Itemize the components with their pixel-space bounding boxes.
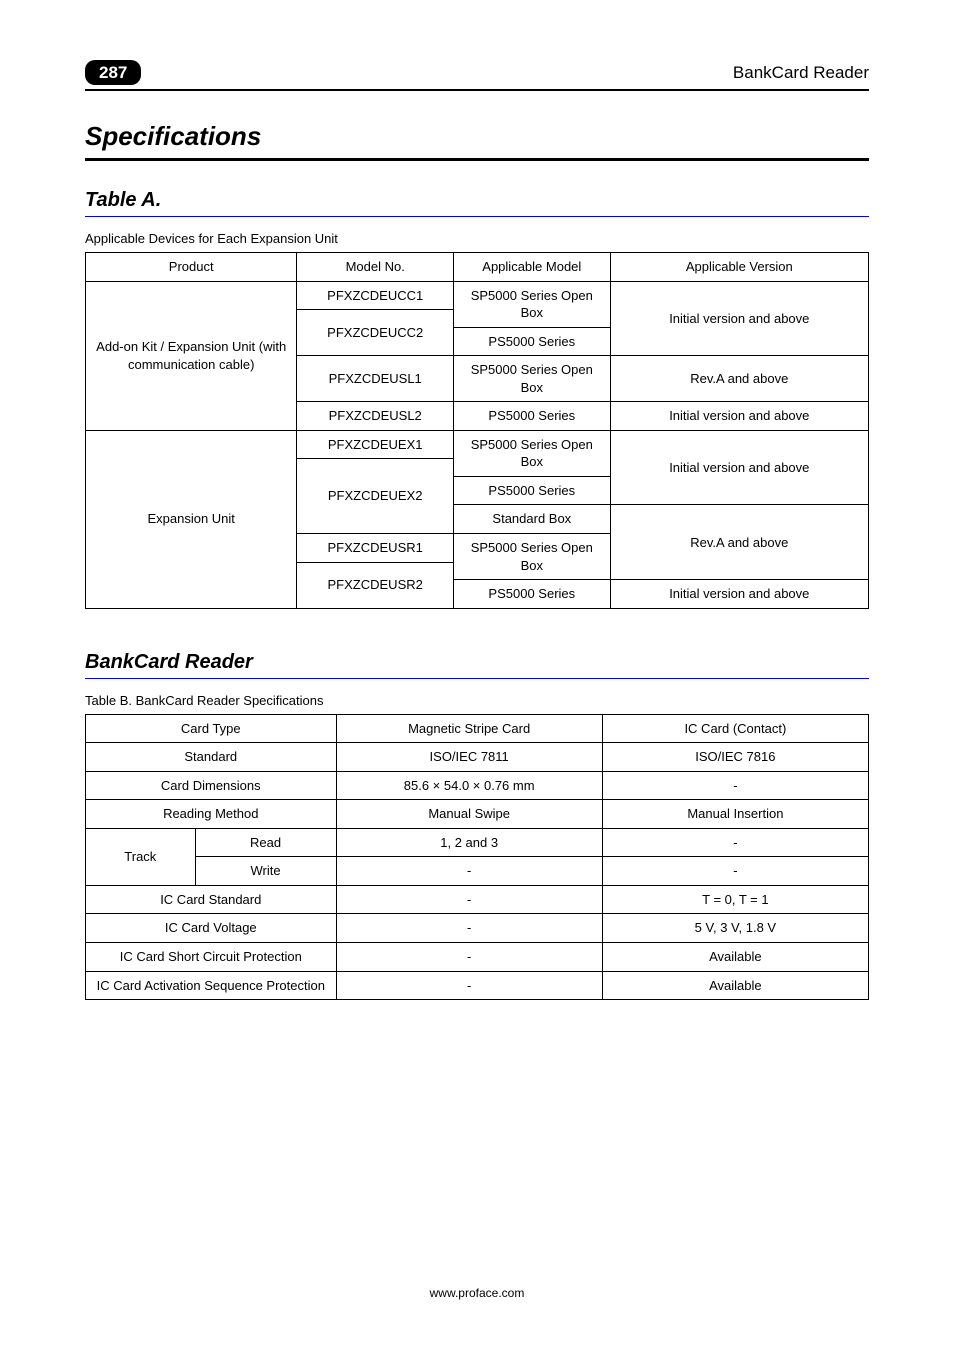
table-row: Expansion Unit PFXZCDEUEX1 SP5000 Series… <box>86 430 869 459</box>
table-row: Product Model No. Applicable Model Appli… <box>86 253 869 282</box>
cell-model: PFXZCDEUSR1 <box>297 534 454 563</box>
table-b-caption: Table B. BankCard Reader Specifications <box>85 693 869 708</box>
cell-model: PFXZCDEUSL2 <box>297 402 454 431</box>
cell-value: ISO/IEC 7816 <box>602 743 868 772</box>
cell-model: PFXZCDEUEX2 <box>297 459 454 534</box>
cell-value: 5 V, 3 V, 1.8 V <box>602 914 868 943</box>
cell-value: Manual Swipe <box>336 800 602 829</box>
cell-value: 1, 2 and 3 <box>336 828 602 857</box>
cell-version: Rev.A and above <box>610 356 868 402</box>
cell-model: PFXZCDEUCC2 <box>297 310 454 356</box>
col-magstripe: Magnetic Stripe Card <box>336 714 602 743</box>
table-row: Standard ISO/IEC 7811 ISO/IEC 7816 <box>86 743 869 772</box>
col-ic-card: IC Card (Contact) <box>602 714 868 743</box>
cell-applicable-model: Standard Box <box>454 505 611 534</box>
table-row: IC Card Activation Sequence Protection -… <box>86 971 869 1000</box>
cell-value: 85.6 × 54.0 × 0.76 mm <box>336 771 602 800</box>
cell-label: IC Card Activation Sequence Protection <box>86 971 337 1000</box>
table-a-caption: Applicable Devices for Each Expansion Un… <box>85 231 869 246</box>
cell-value: - <box>336 914 602 943</box>
cell-applicable-model: PS5000 Series <box>454 402 611 431</box>
cell-value: Manual Insertion <box>602 800 868 829</box>
col-product: Product <box>86 253 297 282</box>
cell-label: IC Card Short Circuit Protection <box>86 943 337 972</box>
cell-label: Standard <box>86 743 337 772</box>
cell-model: PFXZCDEUSL1 <box>297 356 454 402</box>
col-applicable-version: Applicable Version <box>610 253 868 282</box>
table-row: Add-on Kit / Expansion Unit (with commun… <box>86 281 869 310</box>
cell-model: PFXZCDEUCC1 <box>297 281 454 310</box>
cell-version: Initial version and above <box>610 580 868 609</box>
cell-version: Initial version and above <box>610 402 868 431</box>
section-rule <box>85 158 869 161</box>
subsection-rule-a <box>85 216 869 217</box>
cell-applicable-model: SP5000 Series Open Box <box>454 430 611 476</box>
cell-value: - <box>336 943 602 972</box>
table-row: Reading Method Manual Swipe Manual Inser… <box>86 800 869 829</box>
cell-model: PFXZCDEUEX1 <box>297 430 454 459</box>
cell-model: PFXZCDEUSR2 <box>297 562 454 608</box>
cell-sublabel: Read <box>195 828 336 857</box>
table-b-label: Table B. <box>85 693 132 708</box>
table-bankcard-reader: Card Type Magnetic Stripe Card IC Card (… <box>85 714 869 1000</box>
page-header: 287 BankCard Reader <box>85 60 869 85</box>
cell-applicable-model: SP5000 Series Open Box <box>454 356 611 402</box>
cell-value: - <box>336 857 602 886</box>
table-applicable-devices: Product Model No. Applicable Model Appli… <box>85 252 869 609</box>
cell-sublabel: Write <box>195 857 336 886</box>
table-row: IC Card Standard - T = 0, T = 1 <box>86 885 869 914</box>
col-applicable-model: Applicable Model <box>454 253 611 282</box>
cell-label: Card Dimensions <box>86 771 337 800</box>
col-model-no: Model No. <box>297 253 454 282</box>
cell-applicable-model: PS5000 Series <box>454 327 611 356</box>
table-a-label: Table A. <box>85 189 161 211</box>
cell-applicable-model: SP5000 Series Open Box <box>454 281 611 327</box>
subsection-title-bankcard: BankCard Reader <box>85 651 869 674</box>
cell-value: Available <box>602 943 868 972</box>
table-row: Card Dimensions 85.6 × 54.0 × 0.76 mm - <box>86 771 869 800</box>
table-row: Track Read 1, 2 and 3 - <box>86 828 869 857</box>
cell-version: Rev.A and above <box>610 505 868 580</box>
cell-applicable-model: PS5000 Series <box>454 476 611 505</box>
table-row: IC Card Short Circuit Protection - Avail… <box>86 943 869 972</box>
cell-value: - <box>336 885 602 914</box>
cell-value: T = 0, T = 1 <box>602 885 868 914</box>
cell-label: IC Card Standard <box>86 885 337 914</box>
cell-version: Initial version and above <box>610 430 868 505</box>
cell-value: - <box>602 828 868 857</box>
subsection-title-table-a: Table A. <box>85 189 869 212</box>
cell-label: Reading Method <box>86 800 337 829</box>
table-b-text: BankCard Reader Specifications <box>136 693 324 708</box>
cell-value: - <box>602 771 868 800</box>
header-context: BankCard Reader <box>733 63 869 83</box>
cell-value: - <box>336 971 602 1000</box>
cell-version: Initial version and above <box>610 281 868 356</box>
col-card-type: Card Type <box>86 714 337 743</box>
section-title-specifications: Specifications <box>85 121 869 152</box>
cell-label: Track <box>86 828 196 885</box>
table-row: Write - - <box>86 857 869 886</box>
cell-value: - <box>602 857 868 886</box>
cell-value: Available <box>602 971 868 1000</box>
cell-applicable-model: PS5000 Series <box>454 580 611 609</box>
cell-label: IC Card Voltage <box>86 914 337 943</box>
table-row: IC Card Voltage - 5 V, 3 V, 1.8 V <box>86 914 869 943</box>
cell-value: ISO/IEC 7811 <box>336 743 602 772</box>
cell-applicable-model: SP5000 Series Open Box <box>454 534 611 580</box>
cell-product: Expansion Unit <box>86 430 297 608</box>
table-row: Card Type Magnetic Stripe Card IC Card (… <box>86 714 869 743</box>
page-footer: www.proface.com <box>85 1286 869 1300</box>
cell-product: Add-on Kit / Expansion Unit (with commun… <box>86 281 297 430</box>
subsection-rule-b <box>85 678 869 679</box>
header-rule <box>85 89 869 91</box>
page-number-badge: 287 <box>85 60 141 85</box>
